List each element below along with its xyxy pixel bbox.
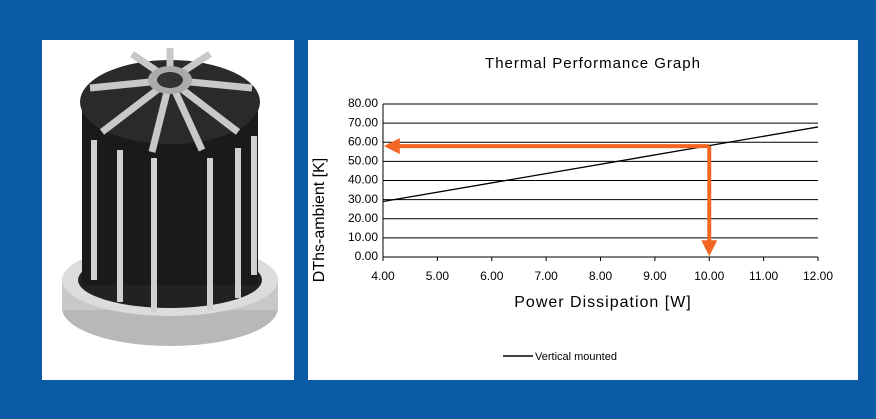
y-tick-label: 60.00	[348, 134, 378, 148]
x-tick-label: 9.00	[643, 269, 667, 283]
photo-panel	[42, 40, 294, 380]
y-tick-label: 50.00	[348, 154, 378, 168]
chart-panel: Thermal Performance Graph Power Dissipat…	[308, 40, 858, 380]
x-tick-label: 8.00	[589, 269, 613, 283]
y-tick-label: 30.00	[348, 192, 378, 206]
x-tick-label: 6.00	[480, 269, 504, 283]
heatsink-photo	[42, 40, 294, 380]
page: Thermal Performance Graph Power Dissipat…	[0, 0, 876, 419]
y-axis-label: DThs-ambient [K]	[311, 158, 328, 282]
y-tick-label: 70.00	[348, 115, 378, 129]
y-tick-label: 10.00	[348, 230, 378, 244]
x-tick-label: 10.00	[694, 269, 724, 283]
y-tick-label: 0.00	[355, 249, 379, 263]
chart-title: Thermal Performance Graph	[485, 55, 701, 72]
y-tick-label: 40.00	[348, 173, 378, 187]
x-tick-label: 12.00	[803, 269, 833, 283]
chart: Thermal Performance Graph Power Dissipat…	[308, 40, 858, 380]
y-tick-label: 80.00	[348, 96, 378, 110]
x-tick-label: 7.00	[534, 269, 558, 283]
x-tick-label: 5.00	[426, 269, 450, 283]
y-tick-label: 20.00	[348, 211, 378, 225]
x-tick-label: 11.00	[749, 269, 778, 283]
legend-label: Vertical mounted	[535, 351, 617, 363]
series-line	[383, 127, 818, 202]
x-axis-label: Power Dissipation [W]	[514, 294, 692, 311]
x-tick-label: 4.00	[371, 269, 395, 283]
